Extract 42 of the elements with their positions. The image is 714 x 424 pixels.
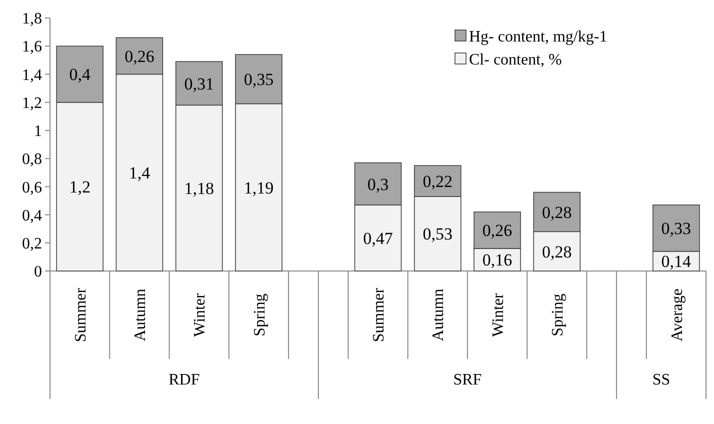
data-label: 0,22 — [422, 172, 453, 191]
y-tick-label: 1,2 — [22, 94, 42, 112]
x-tick-label: Average — [668, 288, 686, 342]
data-label: 0,31 — [184, 74, 214, 94]
y-tick-label: 0,8 — [22, 151, 42, 168]
x-tick-label: Spring — [251, 294, 268, 336]
data-label: 0,33 — [661, 219, 692, 238]
x-tick-label: Winter — [490, 292, 507, 337]
legend-label: Hg- content, mg/kg-1 — [469, 28, 608, 46]
x-tick-label: Winter — [192, 292, 209, 337]
x-tick-label: Autumn — [430, 288, 448, 342]
data-label: 0,14 — [661, 252, 692, 272]
data-label: 1,18 — [184, 179, 214, 198]
legend-label: Cl- content, % — [469, 52, 562, 69]
text: SRF — [453, 372, 482, 389]
data-label: 1,2 — [69, 178, 90, 197]
data-label: 0,28 — [542, 242, 572, 262]
data-label: 1,4 — [128, 164, 151, 183]
data-label: 0,26 — [124, 46, 154, 66]
y-tick-label: 0 — [34, 264, 42, 281]
y-tick-label: 0,6 — [22, 179, 42, 196]
x-tick-label: Spring — [550, 294, 567, 336]
data-label: 0,4 — [69, 65, 91, 84]
data-label: 0,47 — [363, 228, 394, 248]
y-tick-label: 1,4 — [22, 66, 42, 84]
data-label: 0,16 — [482, 250, 512, 270]
data-label: 0,35 — [244, 70, 274, 90]
data-label: 0,28 — [542, 202, 572, 222]
y-tick-label: 1,6 — [22, 38, 42, 56]
y-tick-label: 0,2 — [22, 235, 42, 252]
x-tick-label: Summer — [370, 287, 388, 342]
x-tick-label: Summer — [72, 287, 90, 342]
data-label: 0,3 — [367, 174, 389, 194]
y-tick-label: 0,4 — [22, 207, 42, 224]
text: SS — [652, 372, 670, 389]
data-label: 0,26 — [482, 221, 512, 240]
text: RDF — [168, 372, 200, 389]
y-tick-label: 1,8 — [22, 10, 42, 28]
data-label: 0,53 — [422, 224, 453, 244]
y-tick-label: 1 — [34, 123, 42, 140]
x-tick-label: Autumn — [132, 288, 150, 342]
data-label: 1,19 — [244, 178, 274, 198]
